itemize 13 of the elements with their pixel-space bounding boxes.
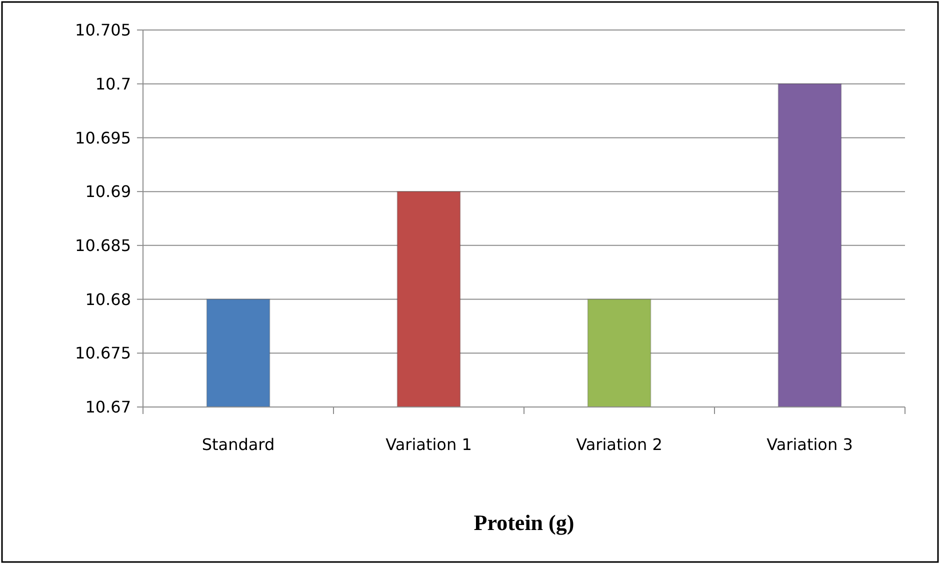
x-tick-label: Variation 1 bbox=[386, 435, 472, 454]
y-tick-label: 10.675 bbox=[75, 344, 131, 363]
x-tick-label: Standard bbox=[202, 435, 275, 454]
y-tick-label: 10.705 bbox=[75, 20, 131, 40]
x-axis-title: Protein (g) bbox=[474, 510, 574, 535]
y-tick-label: 10.685 bbox=[75, 236, 131, 256]
y-tick-label: 10.68 bbox=[85, 290, 131, 309]
x-tick-label: Variation 3 bbox=[766, 435, 853, 454]
y-tick-label: 10.67 bbox=[85, 398, 131, 417]
y-tick-label: 10.69 bbox=[85, 182, 131, 202]
y-tick-label: 10.7 bbox=[95, 74, 131, 94]
x-tick-label: Variation 2 bbox=[576, 435, 662, 454]
y-tick-label: 10.695 bbox=[75, 128, 131, 148]
